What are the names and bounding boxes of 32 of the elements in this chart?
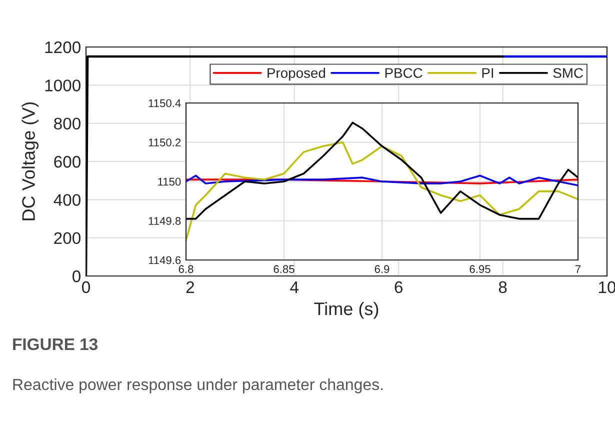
y-tick-label: 400: [54, 194, 80, 206]
y-axis-title: DC Voltage (V): [22, 102, 39, 220]
y-tick-label: 1149.6: [148, 256, 181, 264]
x-axis-title: Time (s): [314, 302, 378, 319]
y-tick-label: 1150: [158, 178, 181, 186]
x-tick-label: 7: [575, 265, 581, 273]
x-tick-label: 0: [82, 281, 90, 294]
y-tick-label: 1000: [45, 80, 80, 92]
x-tick-label: 4: [290, 281, 299, 293]
line-series: [186, 141, 578, 242]
y-tick-label: 800: [54, 118, 80, 130]
legend-label: PI: [482, 68, 494, 78]
y-tick-label: 1150.4: [148, 99, 181, 108]
legend-label: PBCC: [385, 68, 422, 78]
x-tick-label: 6: [394, 281, 402, 294]
legend-label: SMC: [553, 68, 583, 78]
caption: FIGURE 13: [13, 338, 98, 350]
x-tick-label: 6.8: [178, 265, 194, 274]
line-series: [186, 174, 578, 186]
y-tick-label: 1200: [45, 41, 80, 54]
y-tick-label: 1150.2: [148, 138, 181, 146]
x-tick-label: 8: [498, 281, 507, 294]
y-tick-label: 1149.8: [148, 217, 181, 225]
x-tick-label: 6.9: [374, 265, 390, 274]
x-tick-label: 6.85: [274, 265, 294, 274]
y-tick-label: 600: [54, 156, 80, 168]
y-tick-label: 200: [54, 232, 80, 244]
x-tick-label: 2: [186, 281, 194, 293]
x-tick-label: 6.95: [470, 265, 490, 274]
legend-label: Proposed: [268, 68, 326, 81]
line-series: [186, 122, 578, 220]
text: Reactive power response under parameter changes.: [13, 378, 383, 394]
